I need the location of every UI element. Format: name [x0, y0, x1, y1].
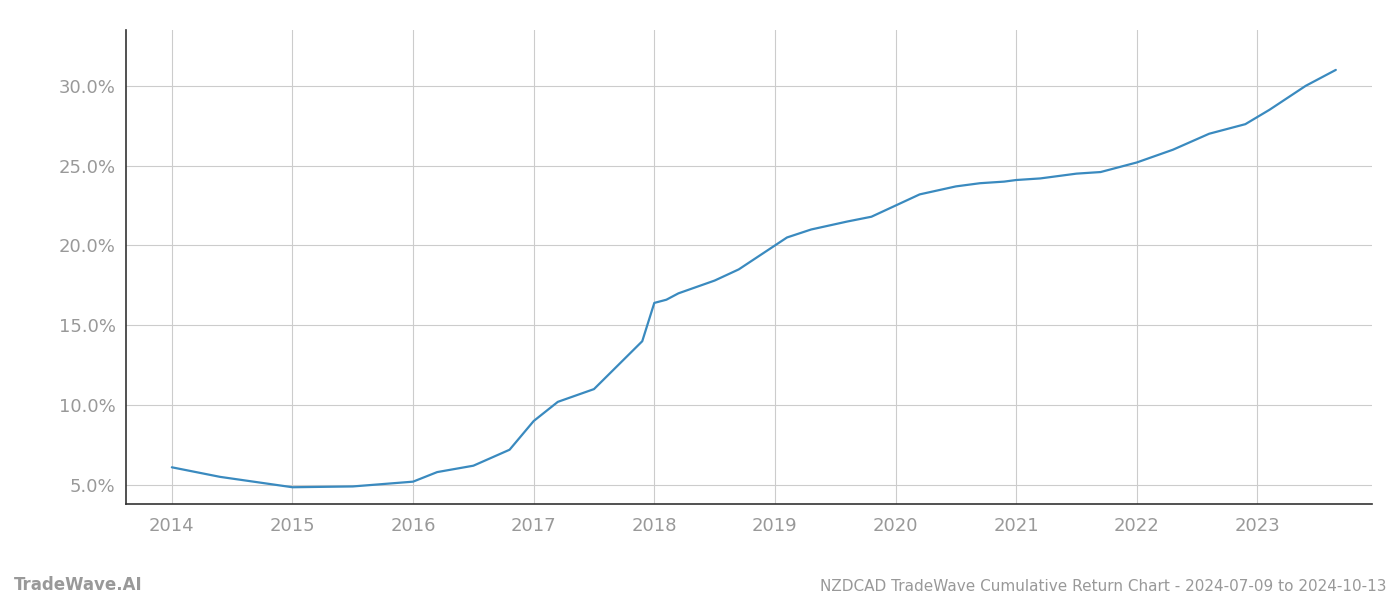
- Text: NZDCAD TradeWave Cumulative Return Chart - 2024-07-09 to 2024-10-13: NZDCAD TradeWave Cumulative Return Chart…: [819, 579, 1386, 594]
- Text: TradeWave.AI: TradeWave.AI: [14, 576, 143, 594]
